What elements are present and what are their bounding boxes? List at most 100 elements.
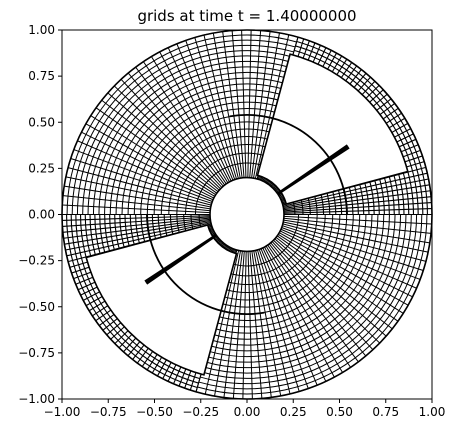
mesh-spoke <box>283 207 432 214</box>
y-tick-label: −1.00 <box>18 392 55 406</box>
mesh-spoke <box>113 85 221 190</box>
mesh-spoke <box>264 246 335 378</box>
mesh-spoke <box>62 216 211 227</box>
mesh-spoke <box>120 78 223 188</box>
inner-arc <box>229 113 348 215</box>
mesh-spoke <box>249 30 262 178</box>
mesh-spoke <box>273 239 381 344</box>
mesh-spoke <box>268 243 359 363</box>
mesh-spoke <box>95 107 218 194</box>
mesh-spoke <box>212 32 241 179</box>
mesh-spoke <box>249 251 263 399</box>
chart-title: grids at time t = 1.40000000 <box>137 7 356 25</box>
slit-line <box>146 234 218 285</box>
mesh-spoke <box>194 37 238 180</box>
x-tick-label: −0.25 <box>182 405 219 419</box>
y-tick-label: −0.25 <box>18 254 55 268</box>
mesh-spoke <box>255 250 291 395</box>
x-tick-label: 0.50 <box>326 405 353 419</box>
mesh-spoke <box>283 190 431 211</box>
mesh-spoke <box>258 249 309 389</box>
mesh-spoke <box>185 40 236 180</box>
mesh-spoke <box>281 227 421 280</box>
inner-circle <box>209 176 285 253</box>
y-tick-label: −0.50 <box>18 300 55 314</box>
mesh-spoke <box>279 230 413 298</box>
mesh-spoke <box>77 140 214 201</box>
mesh-spoke <box>282 172 428 207</box>
mesh-spoke <box>276 235 399 322</box>
mesh-spoke <box>232 251 245 399</box>
mesh-spoke <box>253 250 282 397</box>
mesh-spoke <box>73 149 213 202</box>
mesh-spoke <box>265 245 344 373</box>
mesh-spoke <box>253 32 280 179</box>
mesh-spoke <box>127 72 224 187</box>
mesh-spoke <box>256 249 300 392</box>
mesh-spoke <box>159 51 230 183</box>
mesh-spoke <box>176 43 234 181</box>
mesh-spoke <box>283 178 429 208</box>
mesh-spoke <box>274 238 387 337</box>
mesh-spoke <box>70 158 212 204</box>
x-tick-label: 0.00 <box>234 405 261 419</box>
mesh-spoke <box>260 248 318 386</box>
mesh-spoke <box>81 131 215 199</box>
mesh-spoke <box>62 215 211 222</box>
inner-arc <box>146 214 265 316</box>
mesh-spoke <box>283 217 432 234</box>
mesh-spoke <box>135 66 226 186</box>
mesh-spoke <box>62 195 211 212</box>
mesh-spoke <box>278 232 409 306</box>
mesh-spoke <box>214 250 241 397</box>
slit-line <box>276 144 348 195</box>
mesh-spoke <box>283 184 430 210</box>
mesh-spoke <box>241 30 247 178</box>
mesh-spoke <box>283 219 430 244</box>
y-axis: −1.00 −0.75 −0.50 −0.25 0.00 0.25 0.50 0.75 1.00 <box>18 23 62 406</box>
y-tick-label: 0.50 <box>28 115 55 129</box>
mesh-spoke <box>231 30 245 178</box>
mesh-spoke <box>203 34 239 179</box>
mesh-spoke <box>223 251 243 398</box>
mesh-spoke <box>222 31 243 178</box>
y-tick-label: 1.00 <box>28 23 55 37</box>
x-tick-label: −0.50 <box>136 405 173 419</box>
mesh-spoke <box>142 61 227 185</box>
y-tick-label: 0.25 <box>28 161 55 175</box>
mesh-spoke <box>90 115 217 196</box>
x-tick-label: 0.75 <box>372 405 399 419</box>
mesh-spoke <box>67 167 212 206</box>
x-tick-label: 0.25 <box>280 405 307 419</box>
y-tick-label: 0.75 <box>28 69 55 83</box>
y-tick-label: 0.00 <box>28 208 55 222</box>
mesh-spoke <box>262 247 327 382</box>
mesh-spoke <box>64 219 211 245</box>
mesh-spoke <box>283 196 432 212</box>
mesh-spoke <box>65 221 211 251</box>
mesh-spoke <box>167 47 232 182</box>
mesh-spoke <box>283 202 432 213</box>
mesh-spoke <box>63 218 211 239</box>
x-tick-label: −1.00 <box>44 405 81 419</box>
mesh-spoke <box>254 34 290 179</box>
x-tick-label: −0.75 <box>90 405 127 419</box>
mesh-spoke <box>283 221 429 253</box>
mesh-spoke <box>107 92 220 191</box>
mesh-spoke <box>247 30 252 178</box>
open-sector <box>256 53 409 205</box>
mesh-spoke <box>267 244 352 368</box>
mesh-spoke <box>66 222 212 257</box>
mesh-spoke <box>282 223 427 262</box>
mesh-spoke <box>270 242 367 357</box>
mesh-spoke <box>65 176 211 208</box>
x-tick-label: 1.00 <box>419 405 446 419</box>
mesh-spoke <box>251 251 272 398</box>
plot-area <box>61 29 433 400</box>
mesh-spoke <box>280 228 417 289</box>
mesh-spoke <box>283 215 432 225</box>
y-tick-label: −0.75 <box>18 346 55 360</box>
mesh-spoke <box>282 225 424 271</box>
mesh-spoke <box>271 241 374 351</box>
